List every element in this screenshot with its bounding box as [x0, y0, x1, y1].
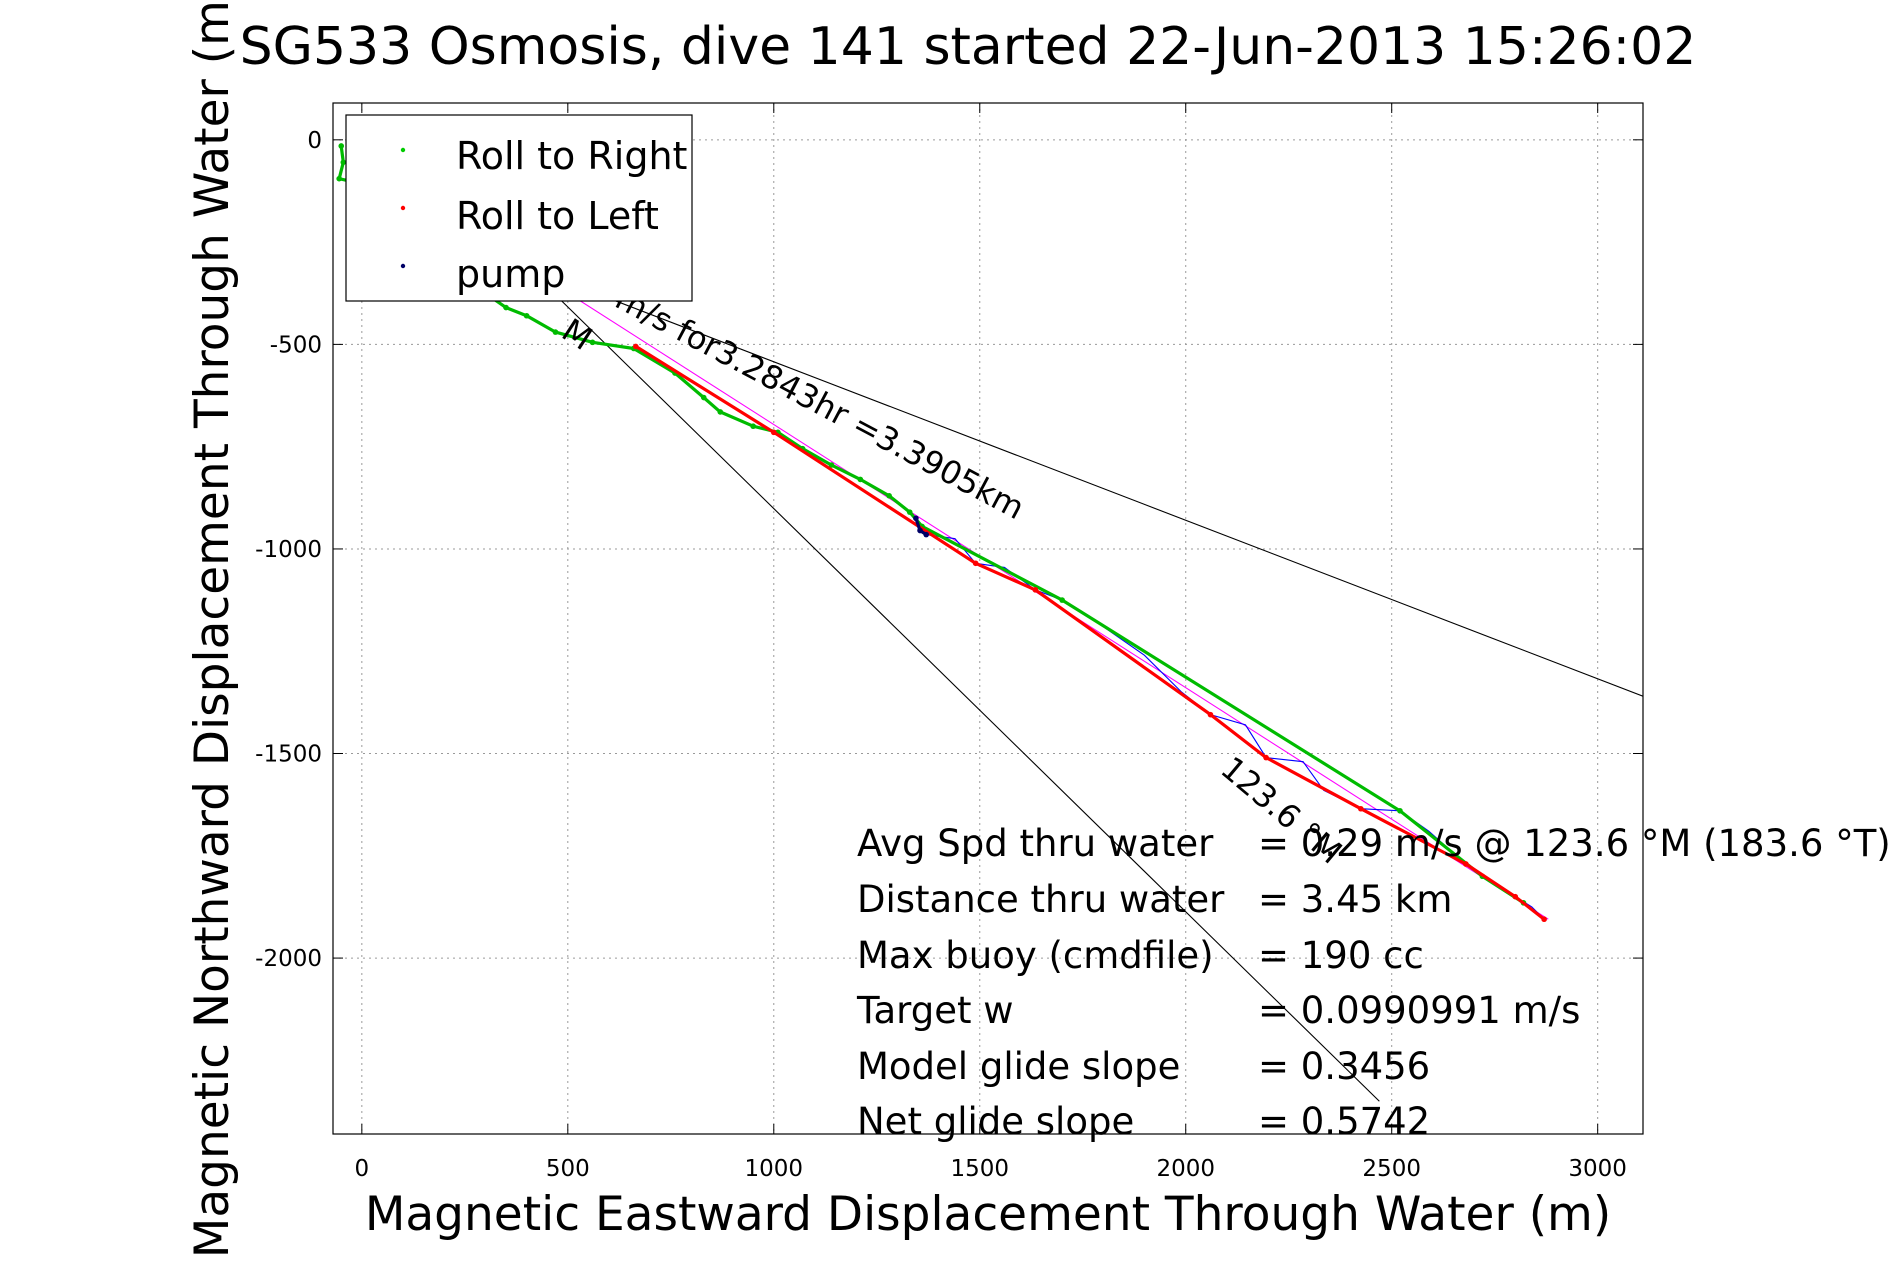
data-point-roll-to-right: [340, 159, 347, 166]
data-point-pump: [913, 515, 919, 522]
x-axis-label: Magnetic Eastward Displacement Through W…: [365, 1187, 1611, 1242]
data-point-roll-to-right: [717, 409, 724, 415]
annotation-label: m/s for3.2843hr =3.3905km: [609, 279, 1030, 527]
data-point-roll-to-right: [828, 462, 835, 468]
data-point-roll-to-right: [523, 312, 530, 319]
y-tick-label: -2000: [255, 946, 322, 972]
legend-marker-roll-left: [400, 205, 406, 211]
legend-label-roll-right: Roll to Right: [456, 134, 687, 178]
data-point-roll-to-left: [1358, 805, 1364, 812]
plot-area-frame: [332, 102, 1644, 1135]
reference-line: [526, 266, 1380, 1102]
data-point-pump: [917, 527, 923, 534]
x-tick-label: 1000: [745, 1156, 804, 1182]
y-tick-label: 0: [307, 128, 322, 154]
data-point-roll-to-left: [1263, 754, 1269, 761]
data-point-roll-to-right: [503, 304, 509, 311]
data-point-roll-to-left: [1541, 916, 1547, 923]
stat-label-avg-speed: Avg Spd thru water: [857, 822, 1214, 865]
data-point-roll-to-right: [906, 509, 913, 515]
x-tick-label: 2500: [1362, 1156, 1421, 1182]
data-point-roll-to-right: [750, 423, 756, 430]
reference-line: [526, 266, 1643, 697]
stat-value-target-w: = 0.0990991 m/s: [1258, 989, 1580, 1032]
x-tick-label: 3000: [1568, 1156, 1627, 1182]
stat-label-distance: Distance thru water: [857, 878, 1225, 921]
y-tick-label: -1000: [255, 537, 322, 563]
axis-ticks: 0 500 1000 1500 2000 2500 3000 0 -500 -1000 -1500 -…: [255, 103, 1643, 1182]
stats-block: Avg Spd thru water = 0.29 m/s @ 123.6 °M…: [856, 822, 1891, 1143]
data-point-roll-to-left: [770, 429, 777, 436]
data-point-roll-to-right: [552, 329, 559, 335]
data-point-roll-to-right: [1059, 597, 1065, 603]
grid-lines: [333, 103, 1643, 1134]
y-axis-label: Magnetic Northward Displacement Through …: [185, 0, 240, 1258]
data-point-roll-to-left: [1207, 711, 1214, 718]
data-point-pump: [923, 531, 930, 538]
data-point-roll-to-right: [336, 175, 342, 182]
stat-value-model-glide: = 0.3456: [1258, 1045, 1430, 1088]
stat-label-model-glide: Model glide slope: [857, 1045, 1180, 1088]
legend-label-roll-left: Roll to Left: [456, 194, 659, 238]
x-tick-label: 0: [355, 1156, 370, 1182]
data-point-roll-to-right: [589, 339, 596, 346]
x-tick-label: 2000: [1156, 1156, 1215, 1182]
data-point-roll-to-left: [1032, 587, 1039, 593]
annotation-label: M: [555, 311, 599, 358]
stat-label-net-glide: Net glide slope: [857, 1100, 1134, 1143]
x-tick-label: 1500: [950, 1156, 1009, 1182]
stat-label-target-w: Target w: [856, 989, 1014, 1032]
legend-marker-pump: [400, 263, 406, 269]
data-point-roll-to-right: [338, 143, 345, 149]
data-point-roll-to-right: [700, 394, 707, 401]
stat-label-max-buoy: Max buoy (cmdfile): [857, 934, 1214, 977]
series-path-roll-to-left: [634, 345, 1546, 921]
legend-marker-roll-right: [400, 147, 406, 153]
data-point-roll-to-right: [857, 476, 864, 483]
data-point-roll-to-left: [1463, 861, 1469, 867]
chart-title: SG533 Osmosis, dive 141 started 22-Jun-2…: [240, 17, 1697, 77]
data-point-roll-to-right: [886, 492, 892, 499]
legend-label-pump: pump: [456, 252, 565, 296]
x-tick-label: 500: [546, 1156, 590, 1182]
stat-value-net-glide: = 0.5742: [1258, 1100, 1430, 1143]
data-point-roll-to-left: [972, 560, 979, 567]
legend: Roll to Right Roll to Left pump: [345, 114, 693, 302]
data-point-roll-to-left: [1512, 893, 1519, 900]
stat-value-max-buoy: = 190 cc: [1258, 934, 1424, 977]
stat-value-avg-speed: = 0.29 m/s @ 123.6 °M (183.6 °T): [1258, 822, 1891, 865]
data-point-roll-to-left: [632, 343, 639, 350]
data-point-roll-to-right: [1397, 807, 1403, 814]
stat-value-distance: = 3.45 km: [1258, 878, 1452, 921]
y-tick-label: -500: [270, 332, 322, 358]
y-tick-label: -1500: [255, 742, 322, 768]
